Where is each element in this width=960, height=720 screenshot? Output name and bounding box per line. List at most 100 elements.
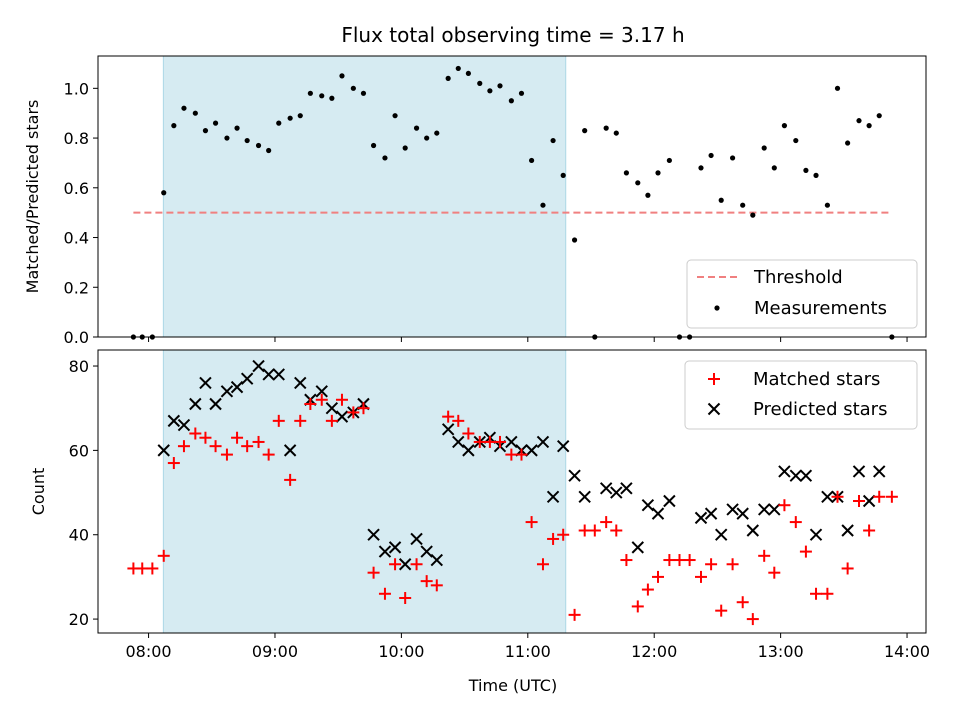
measurement-point — [413, 125, 420, 131]
predicted-point — [841, 524, 854, 537]
matched-point — [885, 490, 898, 503]
measurement-point — [382, 155, 388, 161]
measurement-point — [360, 90, 367, 96]
matched-point — [600, 516, 613, 529]
ratio-legend: Threshold Measurements — [686, 259, 918, 329]
matched-point — [483, 435, 496, 448]
matched-point — [146, 562, 159, 575]
matched-point — [462, 427, 475, 440]
predicted-point — [388, 541, 402, 554]
measurement-point — [224, 135, 230, 141]
predicted-point — [736, 507, 749, 520]
matched-point — [272, 414, 285, 427]
measurement-point — [729, 155, 736, 161]
count-shaded-region — [162, 349, 567, 634]
matched-point — [768, 566, 781, 579]
count-x-tick-label: 13:00 — [758, 642, 804, 661]
measurement-point — [477, 80, 483, 86]
measurement-point — [718, 197, 724, 203]
matched-point — [157, 549, 170, 562]
matched-point — [241, 440, 254, 453]
predicted-point — [821, 490, 834, 503]
predicted-point — [430, 553, 443, 567]
matched-points — [127, 393, 898, 626]
measurement-point — [761, 145, 767, 151]
matched-point — [578, 524, 591, 537]
predicted-point — [335, 410, 349, 423]
matched-point — [420, 575, 433, 588]
measurement-point — [613, 130, 619, 136]
measurement-point — [192, 110, 198, 116]
matched-point — [378, 587, 391, 600]
predicted-point — [378, 545, 392, 558]
matched-point — [430, 579, 443, 592]
count-y-tick-label: 20 — [69, 610, 89, 629]
predicted-point — [862, 494, 876, 508]
matched-point — [410, 558, 423, 571]
measurement-point — [319, 93, 325, 99]
measurement-point — [508, 98, 514, 104]
count-x-tick-label: 12:00 — [631, 642, 677, 661]
predicted-point — [578, 490, 591, 503]
measurement-point — [181, 105, 187, 111]
predicted-point — [209, 397, 222, 411]
matched-point — [810, 587, 823, 600]
predicted-point — [568, 469, 581, 482]
predicted-point — [410, 532, 423, 546]
measurement-point — [518, 90, 525, 96]
measurement-point — [297, 113, 303, 119]
matched-point — [631, 600, 644, 613]
matched-point — [389, 558, 402, 571]
measurement-point — [645, 192, 651, 198]
measurement-point — [402, 145, 408, 151]
measurement-point — [635, 180, 641, 186]
predicted-point — [620, 482, 633, 495]
measurement-point — [603, 125, 609, 131]
measurement-point — [560, 172, 566, 178]
legend-measurements-label: Measurements — [754, 298, 887, 319]
count-y-tick-label: 60 — [69, 441, 89, 460]
predicted-point — [157, 444, 170, 457]
measurement-point — [266, 147, 272, 154]
matched-point — [853, 494, 866, 507]
predicted-point — [230, 380, 244, 394]
measurement-point — [445, 75, 451, 81]
ratio-y-tick-label: 0.0 — [64, 328, 89, 347]
count-x-tick-label: 09:00 — [252, 642, 298, 661]
predicted-point — [536, 435, 550, 449]
count-y-ticks: 20 40 60 80 — [69, 357, 98, 629]
matched-point — [663, 554, 676, 567]
matched-point — [736, 596, 749, 609]
predicted-point — [809, 528, 823, 541]
measurement-point — [771, 165, 777, 171]
legend-predicted-label: Predicted stars — [753, 399, 887, 420]
predicted-point — [546, 490, 560, 503]
measurement-point — [465, 70, 471, 77]
matched-point — [315, 393, 328, 406]
measurement-point — [329, 95, 335, 101]
measurement-point — [287, 115, 293, 121]
legend-predicted-swatch — [707, 402, 721, 416]
measurement-point — [161, 190, 167, 196]
predicted-point — [789, 469, 803, 482]
matched-point — [473, 435, 486, 448]
count-x-tick-label: 08:00 — [126, 642, 172, 661]
predicted-point — [315, 385, 328, 398]
predicted-point — [262, 368, 275, 381]
measurement-point — [255, 142, 262, 149]
predicted-point — [641, 499, 655, 512]
measurement-point — [234, 125, 240, 131]
count-legend-box — [684, 360, 918, 430]
measurement-point — [276, 120, 282, 126]
measurement-point — [571, 237, 578, 243]
predicted-point — [199, 376, 212, 390]
predicted-point — [525, 444, 538, 457]
predicted-point — [799, 469, 813, 482]
ratio-y-tick-label: 0.8 — [64, 129, 89, 148]
predicted-point — [704, 507, 718, 520]
matched-point — [547, 532, 560, 545]
measurement-point — [655, 170, 661, 176]
ratio-x-ticks — [148, 337, 908, 342]
legend-matched-swatch — [708, 373, 720, 385]
predicted-point — [746, 524, 760, 537]
